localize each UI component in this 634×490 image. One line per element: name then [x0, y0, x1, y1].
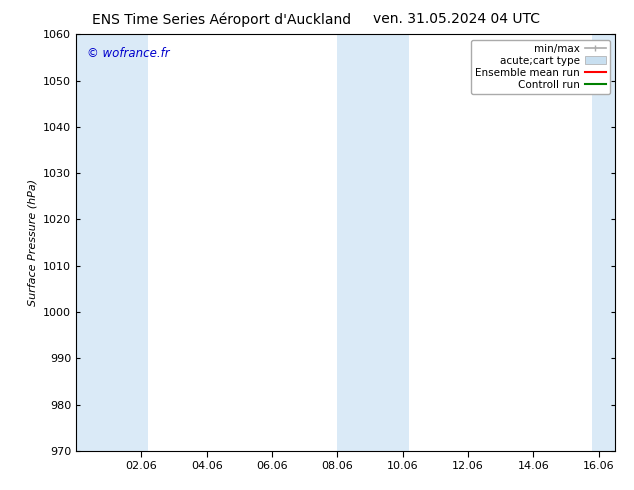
Bar	[76, 34, 148, 451]
Y-axis label: Surface Pressure (hPa): Surface Pressure (hPa)	[27, 179, 37, 306]
Bar	[592, 34, 615, 451]
Legend: min/max, acute;cart type, Ensemble mean run, Controll run: min/max, acute;cart type, Ensemble mean …	[470, 40, 610, 94]
Text: ENS Time Series Aéroport d'Auckland: ENS Time Series Aéroport d'Auckland	[93, 12, 351, 27]
Bar	[337, 34, 409, 451]
Text: © wofrance.fr: © wofrance.fr	[87, 47, 169, 60]
Text: ven. 31.05.2024 04 UTC: ven. 31.05.2024 04 UTC	[373, 12, 540, 26]
